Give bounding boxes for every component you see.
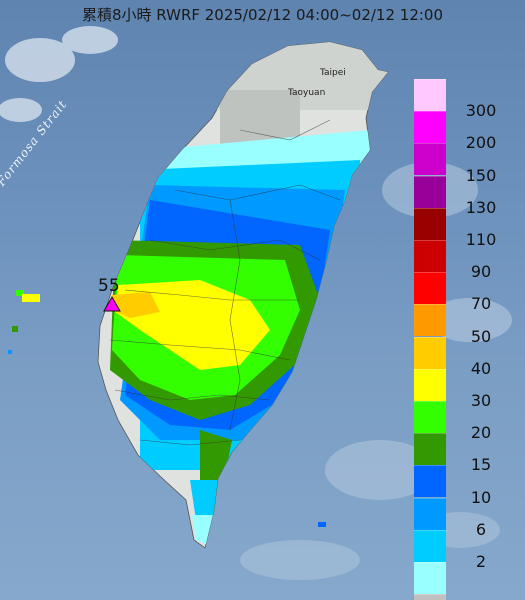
legend-swatch xyxy=(414,175,446,208)
legend-swatch xyxy=(414,562,446,594)
legend-label: 2 xyxy=(475,552,487,571)
legend-label: 15 xyxy=(470,455,492,475)
legend-swatch xyxy=(414,401,446,433)
legend-label: 70 xyxy=(470,294,492,314)
city-label-taipei: Taipei xyxy=(320,68,346,78)
legend-swatch xyxy=(414,304,446,337)
triangle-icon xyxy=(103,295,121,312)
legend-swatch xyxy=(414,240,446,272)
map-title: 累積8小時 RWRF 2025/02/12 04:00~02/12 12:00 xyxy=(81,6,444,24)
legend-label: 200 xyxy=(465,133,497,153)
legend-swatch xyxy=(414,336,446,369)
legend-swatch xyxy=(414,272,446,305)
legend-swatch xyxy=(414,529,446,562)
legend-label: 300 xyxy=(465,101,497,121)
legend-label: 30 xyxy=(470,391,492,410)
legend-label: 110 xyxy=(465,230,497,249)
city-label-taoyuan: Taoyuan xyxy=(288,88,326,98)
legend-swatch xyxy=(414,465,446,498)
legend-label: 20 xyxy=(470,423,492,443)
legend-label: 10 xyxy=(470,487,492,507)
legend-swatch xyxy=(414,207,446,240)
legend-swatch xyxy=(414,79,446,111)
legend-label: 6 xyxy=(475,519,487,539)
legend-label: 50 xyxy=(470,326,492,346)
legend-label: 130 xyxy=(465,197,497,217)
legend-swatch xyxy=(414,143,446,176)
legend-label: 150 xyxy=(465,165,497,185)
legend-swatch xyxy=(414,497,446,530)
legend-swatch xyxy=(414,368,446,401)
legend-label: 90 xyxy=(470,262,492,282)
max-value-label: 55 xyxy=(98,276,120,296)
offshore-echoes xyxy=(8,290,326,527)
legend-swatch xyxy=(414,594,446,600)
legend-swatch xyxy=(414,111,446,144)
legend-label: 40 xyxy=(470,358,492,378)
legend-swatch xyxy=(414,433,446,466)
county-boundaries xyxy=(109,119,341,446)
